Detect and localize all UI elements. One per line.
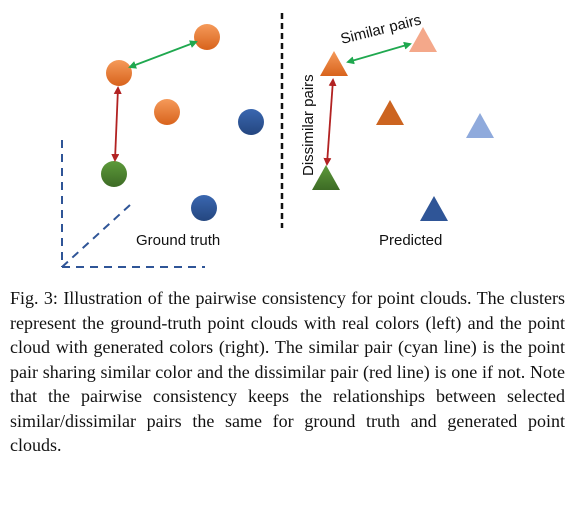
gt-point-blue-bottom <box>191 195 217 221</box>
gt-point-blue-right <box>238 109 264 135</box>
gt-point-orange-left <box>106 60 132 86</box>
gt-dissimilar-pair-line <box>111 86 122 162</box>
gt-point-green <box>101 161 127 187</box>
pred-triangle-orange-center <box>376 100 404 125</box>
axes <box>61 140 205 268</box>
pred-triangle-blue <box>420 196 448 221</box>
dissimilar-pairs-label: Dissimilar pairs <box>300 74 317 176</box>
pred-triangle-green <box>312 165 340 190</box>
z-axis-dashed <box>61 204 131 268</box>
gt-similar-pair-line <box>128 40 198 69</box>
similar-pairs-label: Similar pairs <box>339 11 423 47</box>
pred-dissimilar-pair-line <box>323 78 337 166</box>
ground-truth-label: Ground truth <box>136 232 220 249</box>
gt-point-orange-center <box>154 99 180 125</box>
pred-triangle-light-orange <box>409 27 437 52</box>
pred-triangle-orange-top <box>320 51 348 76</box>
gt-point-orange-top <box>194 24 220 50</box>
pairwise-consistency-figure: Ground truth Similar pairs Dissimilar pa… <box>61 11 494 268</box>
pred-triangle-light-blue <box>466 113 494 138</box>
figure-caption: Fig. 3: Illustration of the pairwise con… <box>10 288 565 455</box>
predicted-label: Predicted <box>379 232 442 249</box>
pred-similar-pair-line <box>346 41 412 65</box>
